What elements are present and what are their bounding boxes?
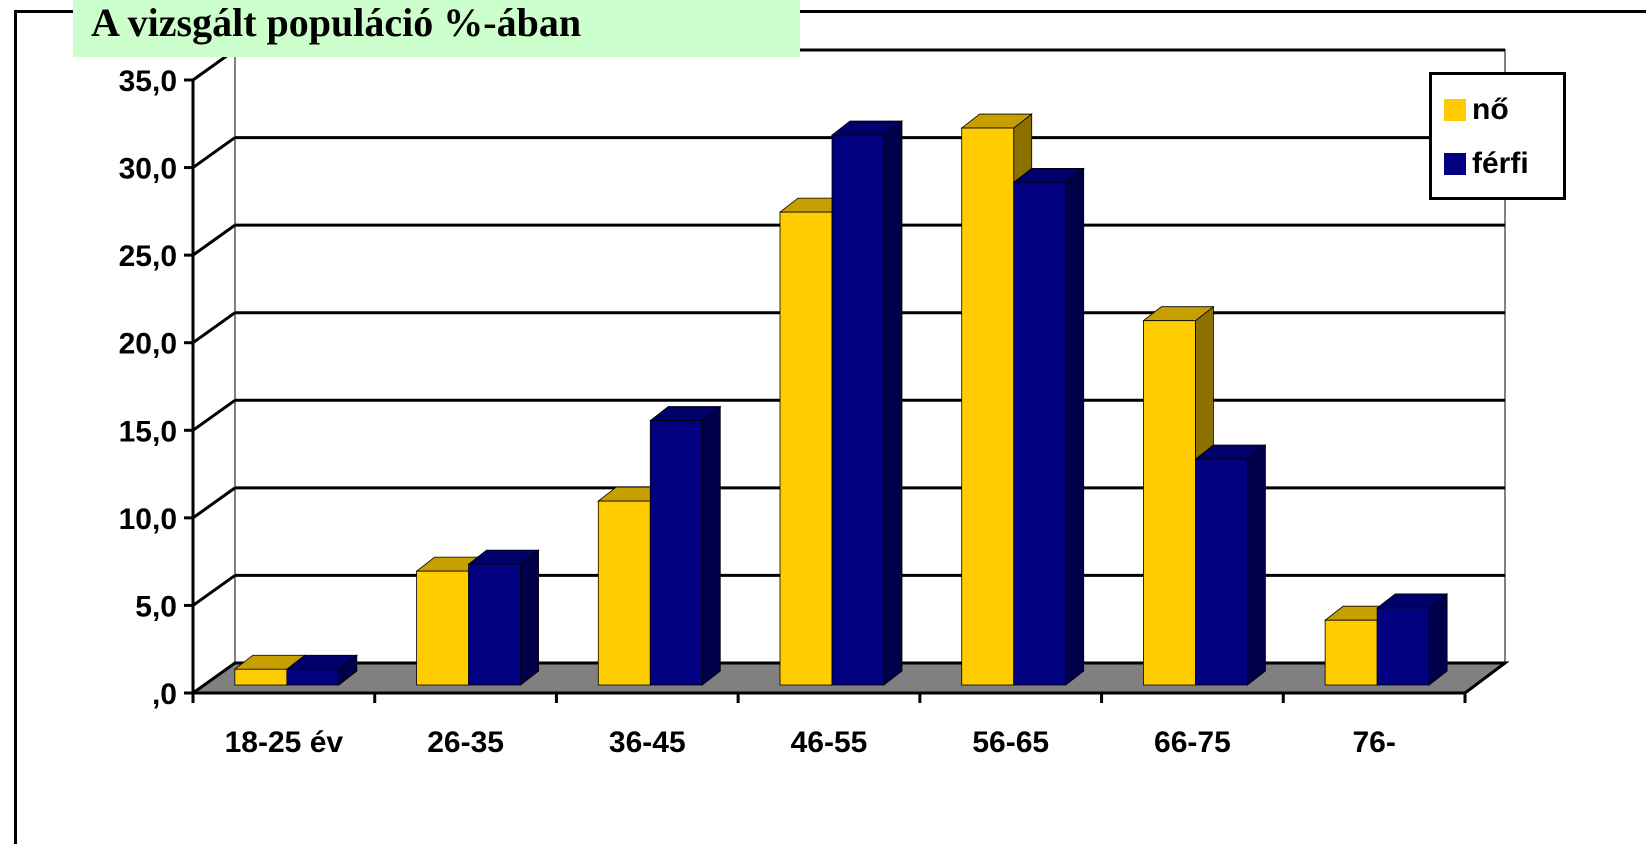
- bar-ferfi-6: [1377, 594, 1447, 685]
- x-tick-label: 76-: [1352, 726, 1395, 759]
- y-tick-labels: ,0 5,0 10,0 15,0 20,0 25,0 30,0 35,0: [119, 65, 177, 711]
- bar-ferfi-3: [832, 121, 902, 685]
- x-tick-label: 18-25 év: [225, 726, 344, 759]
- x-tick-label: 66-75: [1154, 726, 1231, 759]
- x-tick-label: 26-35: [427, 726, 504, 759]
- x-tick-labels: 18-25 év 26-35 36-45 46-55 56-65 66-75 76-: [225, 726, 1396, 759]
- y-tick-label: 20,0: [119, 328, 177, 361]
- y-tick-label: 15,0: [119, 415, 177, 448]
- y-tick-label: ,0: [152, 678, 177, 711]
- x-tick-label: 56-65: [972, 726, 1049, 759]
- legend-label-ferfi: férfi: [1472, 147, 1529, 181]
- legend-label-no: nő: [1472, 93, 1509, 127]
- bar-ferfi-2: [650, 407, 720, 685]
- legend: nő férfi: [1429, 72, 1566, 200]
- legend-swatch-no: [1444, 99, 1466, 121]
- x-tick-label: 46-55: [791, 726, 868, 759]
- legend-swatch-ferfi: [1444, 153, 1466, 175]
- legend-item-ferfi: férfi: [1444, 149, 1529, 179]
- y-tick-label: 5,0: [135, 590, 177, 623]
- bar-ferfi-5: [1195, 445, 1265, 685]
- bar-ferfi-4: [1014, 168, 1084, 685]
- y-tick-label: 30,0: [119, 153, 177, 186]
- side-wall: [193, 50, 235, 693]
- chart-title: A vizsgált populáció %-ában: [73, 0, 800, 57]
- y-tick-label: 10,0: [119, 503, 177, 536]
- bar-ferfi-1: [469, 550, 539, 685]
- x-tick-label: 36-45: [609, 726, 686, 759]
- y-tick-label: 25,0: [119, 240, 177, 273]
- legend-item-no: nő: [1444, 95, 1509, 125]
- y-tick-label: 35,0: [119, 65, 177, 98]
